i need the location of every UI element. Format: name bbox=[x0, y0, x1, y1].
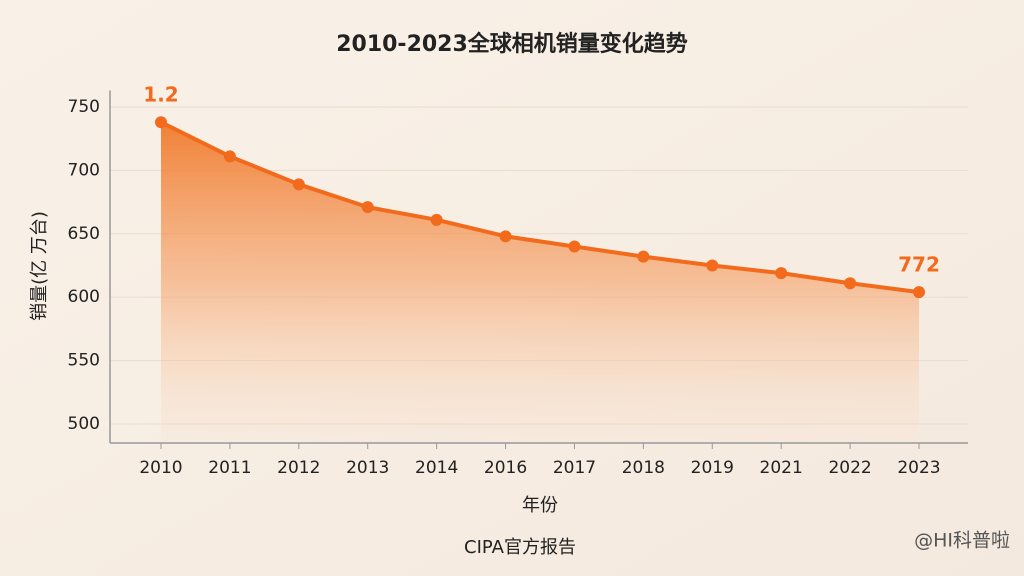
data-point bbox=[637, 250, 650, 263]
data-point bbox=[568, 240, 581, 253]
data-point bbox=[706, 259, 719, 272]
source-note: CIPA官方报告 bbox=[464, 537, 576, 558]
x-tick-label: 2016 bbox=[484, 458, 527, 478]
data-point bbox=[155, 116, 167, 129]
line bbox=[160, 120, 920, 295]
x-tick-label: 2014 bbox=[415, 458, 458, 478]
y-tick-label: 700 bbox=[68, 160, 100, 180]
x-tick-label: 2013 bbox=[346, 458, 389, 478]
data-point bbox=[775, 267, 788, 280]
watermark: @HI科普啦 bbox=[914, 530, 1010, 552]
data-point bbox=[430, 213, 443, 226]
y-tick-label: 750 bbox=[68, 97, 100, 117]
y-axis-label: 销量(亿 万台) bbox=[29, 211, 50, 321]
y-tick-label: 650 bbox=[68, 224, 100, 244]
x-tick-label: 2010 bbox=[139, 458, 182, 478]
plot: 500 550 600 650 700 750 2010 2011 2012 2013 2014 20… bbox=[68, 83, 968, 478]
x-tick-label: 2012 bbox=[277, 458, 320, 478]
x-axis-label: 年份 bbox=[522, 495, 558, 516]
x-tick-label: 2022 bbox=[828, 458, 871, 478]
x-tick-label: 2011 bbox=[208, 458, 251, 478]
x-tick-label: 2023 bbox=[897, 458, 940, 478]
data-point bbox=[223, 150, 236, 163]
data-point bbox=[361, 201, 374, 214]
annotation: 772 bbox=[898, 253, 940, 277]
data-point bbox=[844, 277, 857, 290]
y-tick-label: 600 bbox=[68, 287, 100, 307]
chart-title: 2010-2023全球相机销量变化趋势 bbox=[336, 31, 688, 57]
x-tick-label: 2017 bbox=[553, 458, 596, 478]
x-tick-label: 2018 bbox=[622, 458, 665, 478]
x-tick-label: 2021 bbox=[760, 458, 803, 478]
annotation: 1.2 bbox=[143, 83, 178, 107]
data-point bbox=[913, 286, 925, 299]
y-tick-label: 550 bbox=[68, 351, 100, 371]
data-point bbox=[499, 230, 512, 243]
data-point bbox=[292, 178, 305, 191]
x-tick-label: 2019 bbox=[691, 458, 734, 478]
y-tick-label: 500 bbox=[68, 414, 100, 434]
